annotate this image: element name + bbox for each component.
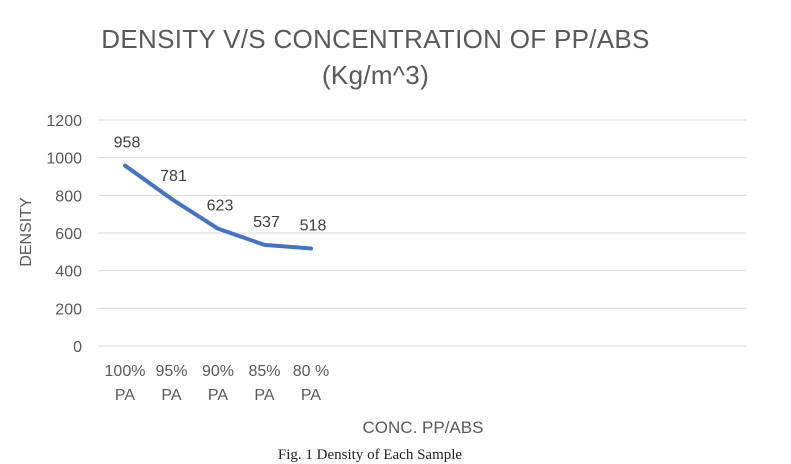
x-axis-title: CONC. PP/ABS: [363, 418, 484, 437]
data-label: 958: [114, 135, 141, 152]
data-label: 623: [207, 198, 234, 215]
y-tick-label: 1000: [46, 151, 82, 168]
data-label: 781: [160, 168, 187, 185]
x-tick-label: 85%: [248, 363, 280, 380]
x-axis-ticks: 100% PA 95% PA 90% PA 85% PA 80 % PA: [105, 363, 330, 404]
x-tick-label: 100%: [105, 363, 146, 380]
figure-caption: Fig. 1 Density of Each Sample: [0, 447, 740, 464]
y-axis-ticks: 0 200 400 600 800 1000 1200: [46, 113, 82, 356]
y-tick-label: 200: [55, 301, 82, 318]
y-tick-label: 800: [55, 188, 82, 205]
data-label: 518: [300, 217, 327, 234]
y-tick-label: 1200: [46, 113, 82, 130]
y-tick-label: 0: [73, 339, 82, 356]
x-tick-label: PA: [161, 387, 181, 404]
x-tick-label: 95%: [155, 363, 187, 380]
x-tick-label: 90%: [202, 363, 234, 380]
x-tick-label: PA: [301, 387, 321, 404]
x-tick-label: PA: [254, 387, 274, 404]
y-tick-label: 400: [55, 264, 82, 281]
data-labels: 958 781 623 537 518: [114, 135, 327, 235]
x-tick-label: PA: [208, 387, 228, 404]
data-label: 537: [253, 214, 280, 231]
y-tick-label: 600: [55, 226, 82, 243]
x-tick-label: 80 %: [293, 363, 329, 380]
x-tick-label: PA: [115, 387, 135, 404]
gridlines: [98, 120, 746, 346]
y-axis-title: DENSITY: [18, 197, 35, 267]
